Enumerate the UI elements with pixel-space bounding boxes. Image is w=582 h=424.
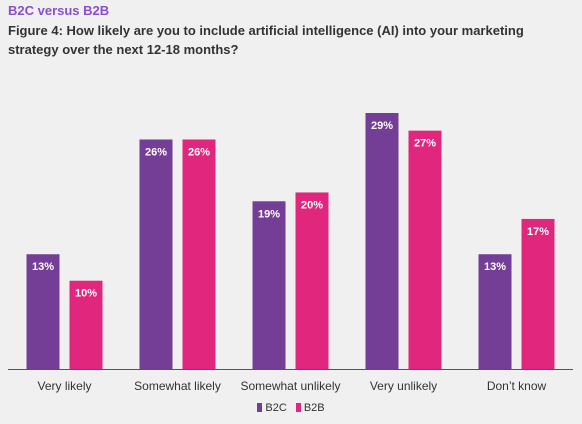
data-label-b2b-4: 17% <box>527 226 549 238</box>
bar-b2b-4 <box>521 218 555 369</box>
bar-b2b-2 <box>295 192 329 369</box>
legend-swatch-b2b <box>295 403 301 412</box>
x-tick-label-2: Somewhat unlikely <box>240 379 340 393</box>
data-label-b2c-3: 29% <box>371 120 393 132</box>
bar-b2c-4 <box>478 254 512 369</box>
data-label-b2b-2: 20% <box>301 199 323 211</box>
bar-b2c-1 <box>139 139 173 369</box>
chart-title: Figure 4: How likely are you to include … <box>8 23 524 57</box>
data-label-b2c-1: 26% <box>145 146 167 158</box>
legend-swatch-b2c <box>257 403 263 412</box>
bar-b2c-0 <box>26 254 60 369</box>
x-tick-label-3: Very unlikely <box>370 379 437 393</box>
bar-b2b-1 <box>182 139 216 369</box>
data-label-b2b-3: 27% <box>414 138 436 150</box>
data-label-b2c-2: 19% <box>258 208 280 220</box>
chart-legend: B2C B2B <box>0 402 582 414</box>
bar-b2c-3 <box>365 113 399 369</box>
x-tick-label-0: Very likely <box>37 379 91 393</box>
legend-item-b2c: B2C <box>257 402 287 414</box>
bar-b2b-3 <box>408 130 442 369</box>
data-label-b2c-4: 13% <box>484 261 506 273</box>
bar-b2b-0 <box>69 280 103 369</box>
x-tick-label-1: Somewhat likely <box>134 379 221 393</box>
x-tick-label-4: Don’t know <box>487 379 547 393</box>
chart-kicker: B2C versus B2B <box>8 3 110 18</box>
legend-item-b2b: B2B <box>295 402 325 414</box>
data-label-b2b-0: 10% <box>75 288 97 300</box>
bar-b2c-2 <box>252 201 286 369</box>
legend-label-b2c: B2C <box>265 402 287 414</box>
data-label-b2b-1: 26% <box>188 146 210 158</box>
data-label-b2c-0: 13% <box>32 261 54 273</box>
legend-label-b2b: B2B <box>303 402 325 414</box>
